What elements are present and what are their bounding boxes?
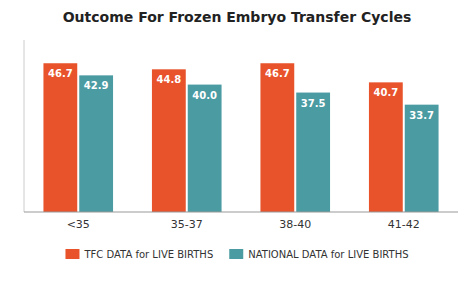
x-axis-line — [24, 212, 458, 213]
legend: TFC DATA for LIVE BIRTHS NATIONAL DATA fo… — [65, 249, 408, 260]
x-tick-label: 35-37 — [171, 218, 203, 231]
legend-item: NATIONAL DATA for LIVE BIRTHS — [229, 249, 408, 260]
x-tick-label: 38-40 — [279, 218, 311, 231]
bar — [79, 75, 113, 212]
legend-swatch — [229, 249, 243, 259]
data-label: 44.8 — [157, 74, 182, 85]
data-label: 42.9 — [84, 80, 109, 91]
chart-container: Outcome For Frozen Embryo Transfer Cycle… — [0, 0, 474, 285]
bar — [260, 63, 294, 212]
data-label: 33.7 — [409, 110, 434, 121]
y-axis-line — [24, 40, 25, 212]
title: Outcome For Frozen Embryo Transfer Cycle… — [63, 9, 412, 25]
data-label: 37.5 — [301, 98, 326, 109]
data-label: 46.7 — [48, 68, 73, 79]
data-label: 46.7 — [265, 68, 290, 79]
x-tick-label: 41-42 — [388, 218, 420, 231]
bar — [188, 85, 222, 212]
legend-item: TFC DATA for LIVE BIRTHS — [65, 249, 213, 260]
chart-svg: Outcome For Frozen Embryo Transfer Cycle… — [0, 0, 474, 285]
bar — [369, 82, 403, 212]
legend-label: NATIONAL DATA for LIVE BIRTHS — [248, 249, 408, 260]
data-labels: 46.7 44.8 46.7 40.7 42.9 40.0 37.5 33.7 — [48, 68, 434, 120]
bar — [43, 63, 77, 212]
bars — [43, 63, 438, 212]
data-label: 40.7 — [374, 87, 399, 98]
bar — [296, 93, 330, 212]
legend-swatch — [65, 249, 79, 259]
bar — [152, 69, 186, 212]
legend-label: TFC DATA for LIVE BIRTHS — [83, 249, 213, 260]
data-label: 40.0 — [192, 90, 217, 101]
bar — [405, 105, 439, 212]
x-tick-label: <35 — [67, 218, 90, 231]
